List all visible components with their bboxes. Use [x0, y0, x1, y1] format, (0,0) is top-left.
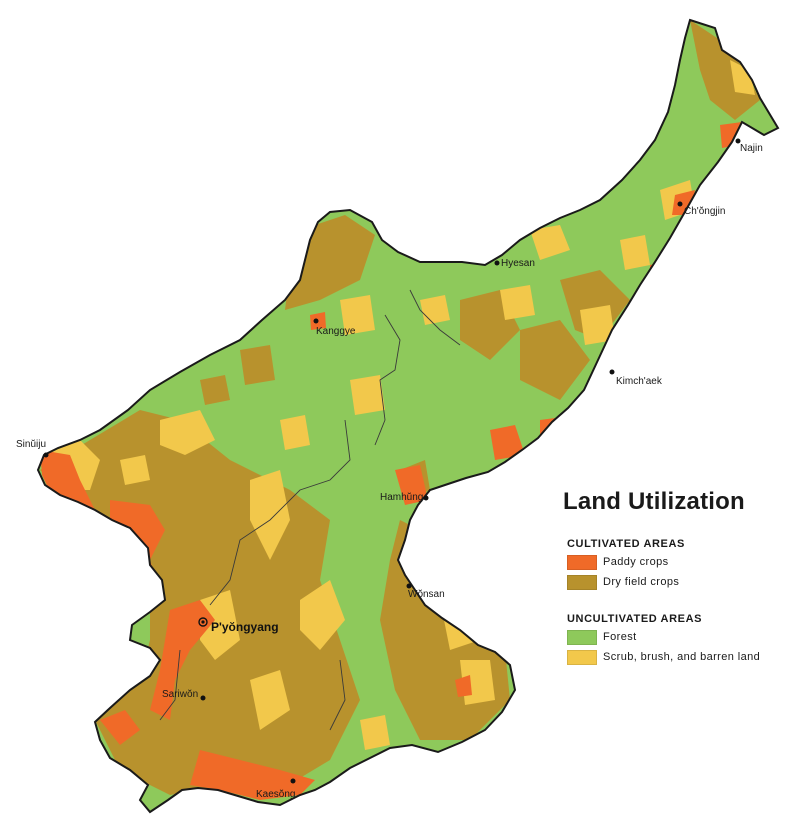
legend-label-dry-field: Dry field crops [603, 576, 680, 588]
city-label-kaesong: Kaesŏng [256, 789, 295, 800]
river-lines [159, 289, 461, 731]
legend-label-scrub: Scrub, brush, and barren land [603, 651, 761, 663]
city-label-kimchaek: Kimch'aek [616, 376, 663, 387]
city-dot-sariwon [200, 695, 206, 701]
forest-swatch [567, 629, 597, 645]
dry-field-swatch [567, 574, 597, 590]
city-dot-najin [735, 138, 741, 144]
city-label-hamhung: Hamhŭng [380, 492, 423, 503]
city-label-sinuiju: Sinŭiju [16, 439, 46, 450]
city-dot-chongjin [677, 201, 683, 207]
city-label-sariwon: Sariwŏn [162, 689, 198, 700]
legend-item-dry-field: Dry field crops [567, 574, 795, 590]
capital-dot-pyongyang [201, 620, 205, 624]
capital-ring-pyongyang [198, 617, 208, 627]
paddy-swatch [567, 554, 597, 570]
city-dot-kimchaek [609, 369, 615, 375]
city-dot-kaesong [290, 778, 296, 784]
legend-gap [563, 595, 795, 613]
map-title: Land Utilization [563, 488, 745, 515]
legend-item-paddy: Paddy crops [567, 554, 795, 570]
city-dot-sinuiju [43, 452, 49, 458]
legend-item-scrub: Scrub, brush, and barren land [567, 649, 795, 665]
city-dot-wonsan [406, 583, 412, 589]
map-legend: Land Utilization CULTIVATED AREAS Paddy … [563, 488, 795, 670]
city-label-chongjin: Ch'ŏngjin [684, 206, 725, 217]
city-label-najin: Najin [740, 143, 763, 154]
city-dot-hamhung [423, 495, 429, 501]
city-label-wonsan: Wŏnsan [408, 589, 445, 600]
city-label-hyesan: Hyesan [501, 258, 535, 269]
legend-item-forest: Forest [567, 629, 795, 645]
city-label-kanggye: Kanggye [316, 326, 356, 337]
city-dot-hyesan [494, 260, 500, 266]
city-markers: Najin Ch'ŏngjin Hyesan Kanggye Kimch'aek… [16, 138, 763, 800]
legend-label-paddy: Paddy crops [603, 556, 669, 568]
city-label-pyongyang: P'yŏngyang [211, 620, 279, 634]
legend-label-forest: Forest [603, 631, 637, 643]
city-dot-kanggye [313, 318, 319, 324]
legend-cultivated-title: CULTIVATED AREAS [567, 538, 685, 550]
scrub-swatch [567, 649, 597, 665]
legend-uncultivated-title: UNCULTIVATED AREAS [567, 613, 703, 625]
